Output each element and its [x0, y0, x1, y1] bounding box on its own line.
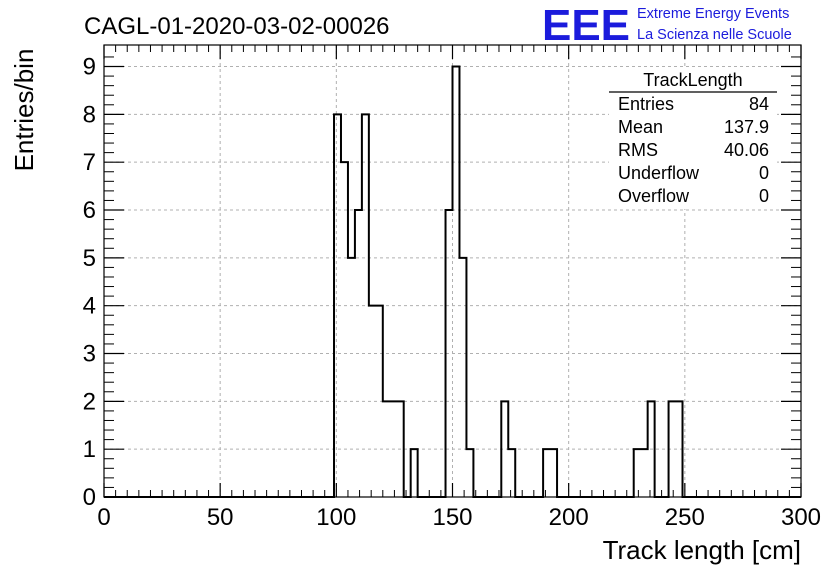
stats-label: Underflow [618, 163, 700, 183]
y-tick-label: 7 [83, 149, 96, 176]
x-tick-label: 0 [97, 504, 110, 531]
x-tick-label: 300 [781, 504, 821, 531]
x-tick-label: 50 [207, 504, 234, 531]
y-tick-label: 8 [83, 101, 96, 128]
stats-value: 84 [749, 94, 769, 114]
stats-value: 0 [759, 186, 769, 206]
y-tick-label: 0 [83, 484, 96, 511]
x-axis-label: Track length [cm] [603, 535, 801, 565]
stats-box: TrackLength Entries 84 Mean 137.9 RMS 40… [609, 69, 777, 209]
stats-value: 0 [759, 163, 769, 183]
eee-logo: EEE Extreme Energy Events La Scienza nel… [542, 1, 792, 50]
x-tick-label: 150 [432, 504, 472, 531]
stats-value: 137.9 [724, 117, 769, 137]
y-tick-label: 9 [83, 54, 96, 81]
x-tick-label: 100 [316, 504, 356, 531]
y-tick-label: 4 [83, 293, 96, 320]
stats-label: Overflow [618, 186, 690, 206]
x-tick-label: 250 [665, 504, 705, 531]
y-tick-label: 1 [83, 436, 96, 463]
logo-line-2: La Scienza nelle Scuole [637, 27, 792, 43]
chart-title: CAGL-01-2020-03-02-00026 [84, 13, 390, 40]
y-tick-label: 3 [83, 341, 96, 368]
x-tick-label: 200 [549, 504, 589, 531]
axis-ticks: 0 50 100 150 200 250 300 0 1 2 3 4 5 6 7 8 9 [83, 45, 821, 531]
stats-label: RMS [618, 140, 658, 160]
stats-title: TrackLength [643, 70, 742, 90]
y-tick-label: 6 [83, 197, 96, 224]
stats-label: Mean [618, 117, 663, 137]
y-tick-label: 2 [83, 388, 96, 415]
y-tick-label: 5 [83, 245, 96, 272]
stats-value: 40.06 [724, 140, 769, 160]
logo-line-1: Extreme Energy Events [637, 6, 789, 22]
y-axis-label: Entries/bin [9, 49, 39, 172]
eee-logo-mark: EEE [542, 1, 630, 50]
stats-label: Entries [618, 94, 674, 114]
